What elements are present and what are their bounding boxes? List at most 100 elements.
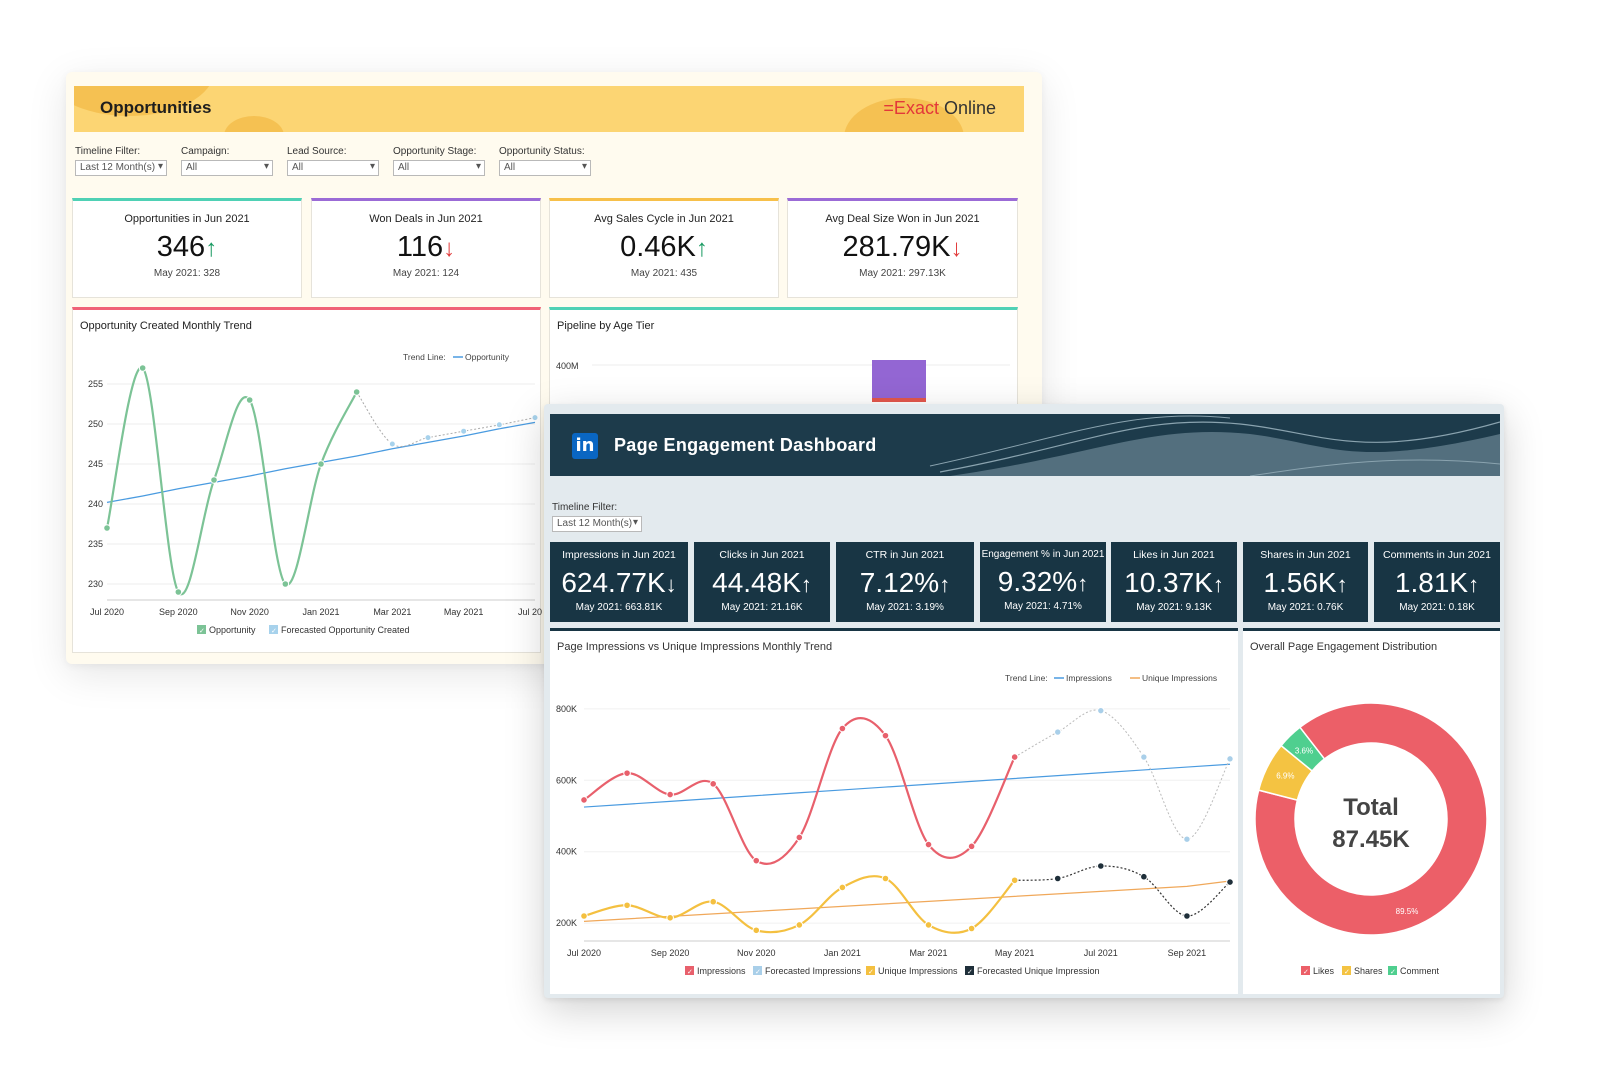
data-point[interactable]	[352, 388, 361, 396]
campaign-select[interactable]: All	[181, 160, 273, 176]
legend-swatch[interactable]	[753, 966, 762, 975]
kpi-title: Avg Sales Cycle in Jun 2021	[594, 213, 734, 225]
impressions-trend-chart: Page Impressions vs Unique Impressions M…	[550, 628, 1238, 994]
impressions-point[interactable]	[838, 724, 847, 733]
impressions-point[interactable]	[1010, 753, 1019, 761]
unique-point[interactable]	[1010, 876, 1019, 885]
legend-swatch[interactable]	[685, 966, 694, 975]
legend-swatch[interactable]	[1301, 966, 1310, 975]
unique-point[interactable]	[709, 897, 717, 906]
forecast-point[interactable]	[460, 427, 468, 435]
forecast-point[interactable]	[495, 421, 503, 429]
kpi-number: 0.46K	[620, 231, 696, 263]
data-point[interactable]	[138, 364, 147, 372]
forecast-impressions-point[interactable]	[1097, 706, 1105, 715]
kpi-won-deals[interactable]: Won Deals in Jun 2021 116↓ May 2021: 124	[311, 198, 541, 298]
impressions-point[interactable]	[967, 842, 976, 851]
kpi-comments[interactable]: Comments in Jun 2021 1.81K↑ May 2021: 0.…	[1374, 542, 1500, 622]
impressions-point[interactable]	[580, 796, 588, 804]
opportunity-stage-select[interactable]: All	[393, 160, 485, 176]
data-point[interactable]	[317, 460, 325, 468]
forecast-point[interactable]	[531, 414, 539, 422]
legend-label: Shares	[1354, 966, 1383, 976]
kpi-engagement[interactable]: Engagement % in Jun 2021 9.32%↑ May 2021…	[980, 542, 1106, 622]
impressions-point[interactable]	[666, 790, 674, 799]
kpi-ctr[interactable]: CTR in Jun 2021 7.12%↑ May 2021: 3.19%	[836, 542, 974, 622]
forecast-impressions-point[interactable]	[1140, 753, 1148, 761]
kpi-likes[interactable]: Likes in Jun 2021 10.37K↑ May 2021: 9.13…	[1111, 542, 1237, 622]
forecast-impressions-point[interactable]	[1183, 835, 1191, 843]
forecast-point[interactable]	[388, 440, 396, 448]
unique-point[interactable]	[752, 926, 761, 935]
legend-swatch[interactable]	[1388, 966, 1397, 975]
kpi-avg-deal-size[interactable]: Avg Deal Size Won in Jun 2021 281.79K↓ M…	[787, 198, 1018, 298]
unique-point[interactable]	[881, 874, 890, 883]
x-tick-label: Jan 2021	[302, 607, 339, 617]
kpi-impressions[interactable]: Impressions in Jun 2021 624.77K↓ May 202…	[550, 542, 688, 622]
forecast-impressions-point[interactable]	[1226, 755, 1234, 763]
check-icon: ✓	[1344, 969, 1350, 976]
donut-slice-comment[interactable]	[1280, 726, 1326, 772]
filter-bar: Timeline Filter: Last 12 Month(s) Campai…	[75, 146, 591, 176]
unique-point[interactable]	[580, 912, 588, 920]
lead-source-select[interactable]: All	[287, 160, 379, 176]
x-tick-label: Jul 2020	[90, 607, 124, 617]
x-tick-label: Sep 2020	[159, 607, 198, 617]
forecast-unique-point[interactable]	[1226, 878, 1234, 886]
pipeline-bar-segment[interactable]	[872, 398, 926, 402]
donut-slice-likes[interactable]	[1254, 702, 1488, 936]
kpi-number: 624.77K	[561, 567, 666, 598]
kpi-title: Opportunities in Jun 2021	[124, 213, 250, 225]
kpi-shares[interactable]: Shares in Jun 2021 1.56K↑ May 2021: 0.76…	[1243, 542, 1368, 622]
forecast-impressions-point[interactable]	[1054, 728, 1062, 736]
x-tick-label: Jan 2021	[824, 948, 861, 958]
kpi-value: 281.79K↓	[788, 231, 1017, 264]
data-point[interactable]	[210, 476, 218, 484]
data-point[interactable]	[245, 396, 254, 404]
forecast-unique-line	[1014, 865, 1231, 917]
kpi-opportunities[interactable]: Opportunities in Jun 2021 346↑ May 2021:…	[72, 198, 302, 298]
trend-legend-series: Opportunity	[465, 352, 510, 362]
unique-point[interactable]	[838, 883, 847, 892]
impressions-point[interactable]	[752, 856, 761, 865]
y-tick-label: 240	[88, 499, 103, 509]
forecast-unique-point[interactable]	[1183, 912, 1191, 920]
legend-swatch[interactable]	[866, 966, 875, 975]
unique-point[interactable]	[924, 921, 933, 929]
impressions-point[interactable]	[623, 769, 631, 777]
forecast-unique-point[interactable]	[1053, 874, 1062, 883]
unique-point[interactable]	[623, 901, 631, 910]
check-icon: ✓	[1303, 969, 1309, 976]
unique-point[interactable]	[967, 924, 976, 933]
filter-label: Lead Source:	[287, 146, 347, 157]
kpi-title: Likes in Jun 2021	[1133, 549, 1215, 561]
opportunity-status-select[interactable]: All	[499, 160, 591, 176]
kpi-previous: May 2021: 3.19%	[866, 602, 944, 613]
forecast-impressions-line	[1014, 709, 1231, 840]
x-tick-label: Sep 2021	[1168, 948, 1207, 958]
header-decoration	[224, 116, 284, 132]
data-point[interactable]	[174, 588, 183, 596]
forecast-unique-point[interactable]	[1097, 862, 1105, 870]
data-point[interactable]	[103, 524, 111, 532]
timeline-select[interactable]: Last 12 Month(s)	[75, 160, 167, 176]
data-point[interactable]	[281, 580, 290, 588]
legend-swatch[interactable]	[965, 966, 974, 975]
forecast-point[interactable]	[424, 434, 432, 442]
impressions-point[interactable]	[924, 840, 933, 849]
kpi-number: 346	[156, 231, 206, 263]
legend-swatch[interactable]	[197, 625, 206, 634]
legend-swatch[interactable]	[1342, 966, 1351, 975]
timeline-select[interactable]: Last 12 Month(s)	[552, 516, 642, 532]
forecast-unique-point[interactable]	[1140, 872, 1148, 881]
impressions-point[interactable]	[881, 731, 890, 740]
unique-point[interactable]	[795, 921, 804, 929]
kpi-avg-sales-cycle[interactable]: Avg Sales Cycle in Jun 2021 0.46K↑ May 2…	[549, 198, 779, 298]
kpi-clicks[interactable]: Clicks in Jun 2021 44.48K↑ May 2021: 21.…	[694, 542, 830, 622]
impressions-point[interactable]	[795, 833, 804, 842]
kpi-value: 0.46K↑	[550, 231, 778, 264]
unique-point[interactable]	[666, 913, 674, 922]
impressions-point[interactable]	[709, 780, 717, 788]
pipeline-bar[interactable]	[872, 360, 926, 402]
legend-swatch[interactable]	[269, 625, 278, 634]
